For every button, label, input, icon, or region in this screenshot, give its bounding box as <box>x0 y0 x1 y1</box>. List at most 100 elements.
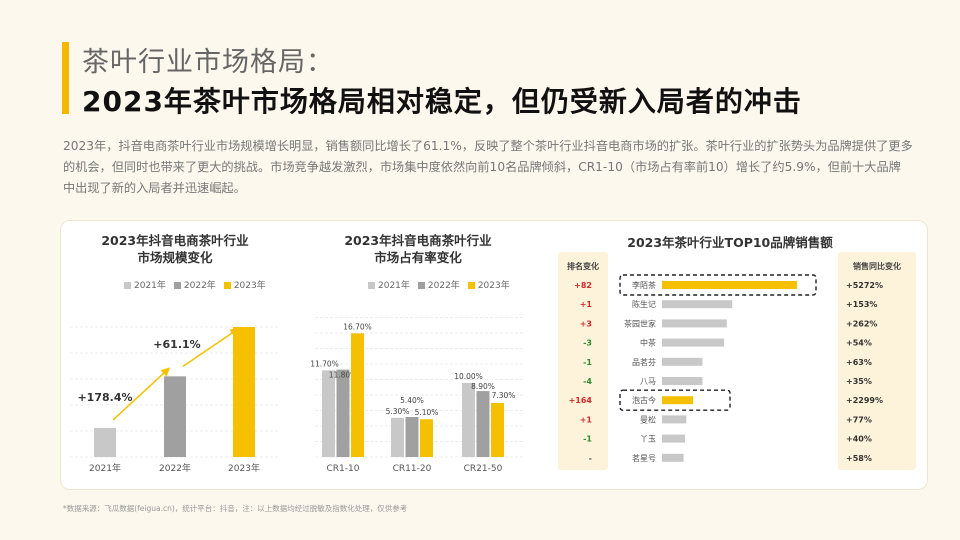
brand-label-丫玉: 丫玉 <box>640 435 656 444</box>
bar-茶园世家 <box>662 319 727 328</box>
legend-item: 2021年 <box>124 278 166 291</box>
yoy-陈生记: +153% <box>846 300 877 309</box>
data-label: 5.10% <box>415 408 439 417</box>
bar-CR11-20-2021年 <box>391 417 404 457</box>
bar-八马 <box>662 377 703 385</box>
bar-2022年 <box>164 376 186 457</box>
legend-swatch <box>467 282 475 289</box>
bar-CR1-10-2021年 <box>322 370 335 457</box>
chart-title-line: 2023年茶叶行业TOP10品牌销售额 <box>627 235 833 250</box>
title-accent-bar <box>62 42 69 114</box>
x-tick-label: 2021年 <box>89 462 121 474</box>
bar-CR1-10-2022年 <box>336 369 350 457</box>
highlight-box-泡古今 <box>619 389 731 411</box>
rank-change-中茶: -3 <box>583 339 592 348</box>
chart2-title: 2023年抖音电商茶叶行业 市场占有率变化 <box>318 232 518 266</box>
brand-label-陈生记: 陈生记 <box>632 299 656 309</box>
brand-label-八马: 八马 <box>640 377 656 386</box>
legend-swatch <box>368 282 375 289</box>
legend-swatch <box>223 282 231 289</box>
rank-change-header: 排名变化 <box>567 261 599 271</box>
legend-swatch <box>173 282 181 289</box>
chart3-svg: 排名变化 销售同比变化 +82 李陌茶 +5272% +1 陈生记 +153% +3 茶园世家 +2… <box>558 252 916 470</box>
yoy-column-bg <box>838 252 916 470</box>
chart1-svg: 2021年 2022年 2023年 +178.4% +61.1% <box>70 326 280 474</box>
chart-title-line: 市场占有率变化 <box>374 250 462 265</box>
bar-CR21-50-2021年 <box>462 382 475 457</box>
rank-change-八马: -4 <box>583 377 592 386</box>
data-source-note: *数据来源：飞瓜数据(feigua.cn)，统计平台：抖音，注：以上数据均经过脱… <box>63 504 408 513</box>
yoy-泡古今: +2299% <box>846 396 883 405</box>
bar-茗星号 <box>662 453 684 462</box>
yoy-丫玉: +40% <box>846 435 872 444</box>
growth-label-2: +61.1% <box>153 338 200 351</box>
brand-label-李陌茶: 李陌茶 <box>632 280 656 290</box>
legend-item: 2023年 <box>223 278 266 291</box>
bar-CR21-50-2023年 <box>491 402 504 457</box>
data-label: 8.90% <box>471 382 495 391</box>
data-label: 11.70% <box>310 359 339 368</box>
bar-2021年 <box>94 427 116 457</box>
x-tick-label: CR11-20 <box>393 464 432 474</box>
legend-label: 2022年 <box>427 281 460 291</box>
chart1-title: 2023年抖音电商茶叶行业 市场规模变化 <box>75 232 275 266</box>
bar-CR21-50-2022年 <box>476 391 490 457</box>
chart2-legend: 2021年 2022年 2023年 <box>368 278 510 291</box>
legend-label: 2021年 <box>134 281 166 291</box>
yoy-header: 销售同比变化 <box>853 261 901 271</box>
data-label: 16.70% <box>343 322 372 331</box>
yoy-李陌茶: +5272% <box>846 281 883 290</box>
bar-CR11-20-2022年 <box>405 417 419 457</box>
bar-丫玉 <box>662 434 685 443</box>
chart-title-line: 2023年抖音电商茶叶行业 <box>101 233 249 248</box>
chart-title-line: 2023年抖音电商茶叶行业 <box>344 233 492 248</box>
brand-label-泡古今: 泡古今 <box>632 395 656 405</box>
legend-label: 2023年 <box>477 281 510 291</box>
rank-change-column-bg <box>558 252 608 470</box>
bar-李陌茶 <box>662 281 797 289</box>
brand-label-茗星号: 茗星号 <box>632 453 656 463</box>
yoy-中茶: +54% <box>846 339 872 348</box>
brand-label-茶园世家: 茶园世家 <box>624 318 656 328</box>
yoy-曼松: +77% <box>846 415 872 424</box>
legend-swatch <box>124 282 131 289</box>
x-tick-label: CR21-50 <box>464 464 503 474</box>
rank-change-曼松: +1 <box>580 415 593 424</box>
data-label: 10.00% <box>454 372 483 381</box>
bar-品茗芬 <box>662 357 703 366</box>
growth-arrow-2 <box>182 328 240 367</box>
legend-label: 2022年 <box>183 281 216 291</box>
brand-label-中茶: 中茶 <box>640 338 656 348</box>
rank-change-茶园世家: +3 <box>580 319 592 328</box>
growth-label-1: +178.4% <box>77 391 132 404</box>
rank-change-泡古今: +164 <box>569 396 593 405</box>
yoy-品茗芬: +63% <box>846 358 872 367</box>
yoy-八马: +35% <box>846 377 872 386</box>
legend-label: 2021年 <box>378 281 410 291</box>
bar-CR1-10-2023年 <box>351 333 364 457</box>
brand-label-曼松: 曼松 <box>640 414 656 424</box>
highlight-box-李陌茶 <box>619 274 817 296</box>
data-label: 5.30% <box>386 407 410 416</box>
chart1-legend: 2021年 2022年 2023年 <box>124 278 266 291</box>
rank-change-李陌茶: +82 <box>574 281 592 290</box>
legend-label: 2023年 <box>233 281 266 291</box>
legend-item: 2022年 <box>417 278 460 291</box>
bar-陈生记 <box>662 300 733 309</box>
legend-swatch <box>417 282 425 289</box>
chart2-svg: 11.70% 11.80% 16.70% CR1-10 5.30% 5.40% 5.10% C… <box>310 317 523 474</box>
bar-中茶 <box>662 338 725 347</box>
growth-arrow-1 <box>112 367 171 421</box>
description-paragraph: 2023年，抖音电商茶叶行业市场规模增长明显，销售额同比增长了61.1%，反映了… <box>63 139 913 195</box>
rank-change-陈生记: +1 <box>580 300 593 309</box>
chart-title-line: 市场规模变化 <box>137 250 213 265</box>
bar-CR11-20-2023年 <box>420 419 433 457</box>
page-title: 茶叶行业市场格局： <box>82 47 334 78</box>
chart3-title: 2023年茶叶行业TOP10品牌销售额 <box>600 234 860 251</box>
bar-曼松 <box>662 415 687 424</box>
data-label: 11.80% <box>329 371 358 380</box>
data-label: 7.30% <box>492 391 516 400</box>
page-subtitle: 2023年茶叶市场格局相对稳定，但仍受新入局者的冲击 <box>82 85 802 118</box>
rank-change-茗星号: - <box>589 454 592 463</box>
brand-label-品茗芬: 品茗芬 <box>632 357 656 367</box>
